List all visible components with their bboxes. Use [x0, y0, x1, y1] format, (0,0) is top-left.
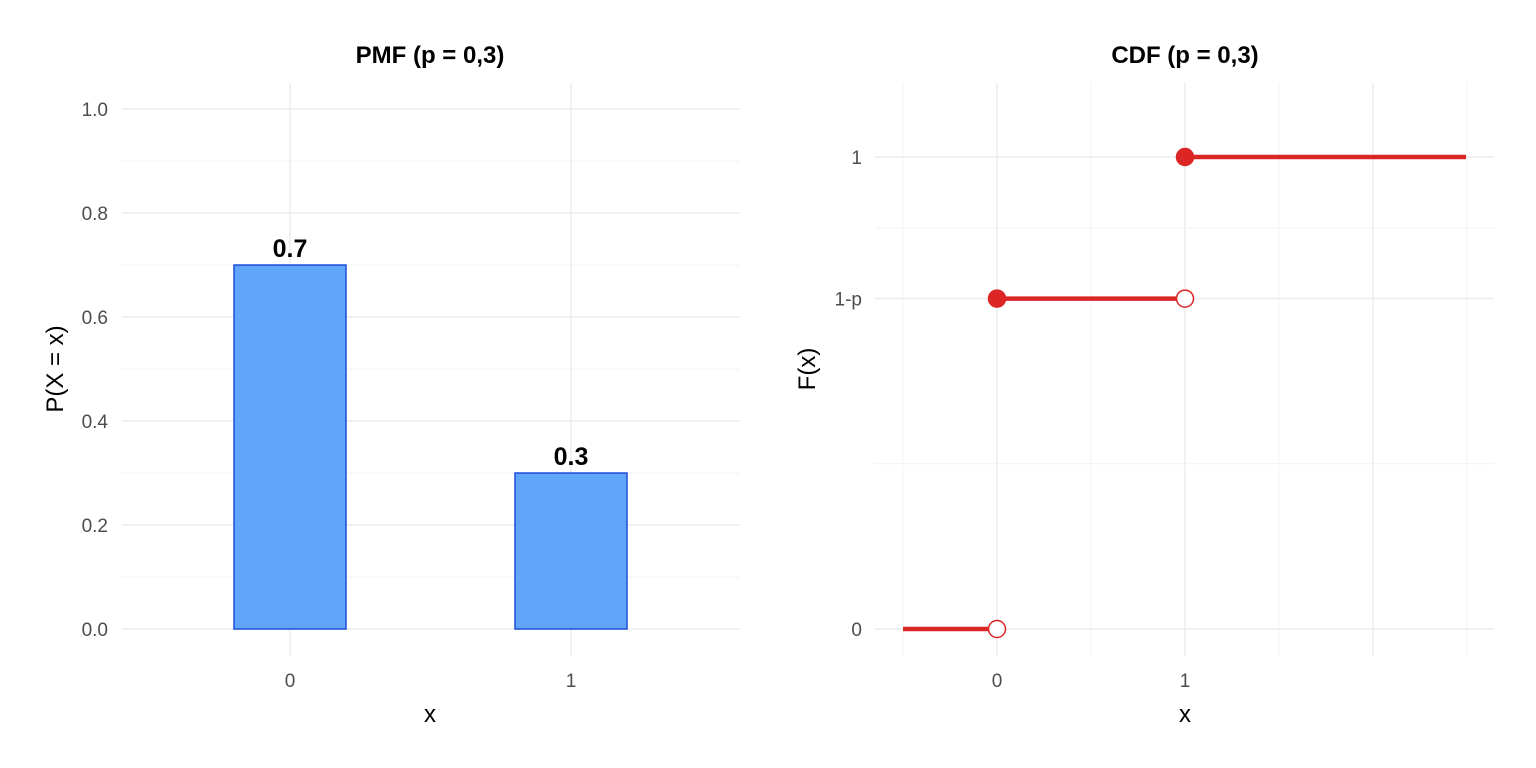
- pmf-x-tick-label: 0: [285, 671, 296, 692]
- cdf-closed-point: [1175, 147, 1195, 167]
- cdf-x-tick-label: 0: [992, 671, 1003, 692]
- pmf-y-tick-label: 0.4: [82, 412, 109, 433]
- cdf-y-tick-label: 1: [851, 148, 862, 169]
- cdf-ticks: 0 1-p 1 0 1: [835, 148, 1191, 692]
- pmf-title: PMF (p = 0,3): [356, 42, 505, 69]
- pmf-x-axis-title: x: [424, 701, 436, 728]
- pmf-ticks: 0.0 0.2 0.4 0.6 0.8 1.0 0 1: [82, 100, 577, 692]
- pmf-bar-value-label: 0.3: [554, 443, 589, 471]
- cdf-panel: 0 1-p 1 0 1 CDF (p = 0,3) x F(x): [794, 42, 1494, 728]
- pmf-y-tick-label: 0.6: [82, 308, 108, 329]
- pmf-bar: [233, 264, 347, 630]
- cdf-x-axis-title: x: [1179, 701, 1191, 728]
- pmf-grid: [122, 83, 740, 656]
- pmf-y-tick-label: 0.8: [82, 204, 108, 225]
- pmf-y-tick-label: 1.0: [82, 100, 108, 121]
- cdf-title: CDF (p = 0,3): [1111, 42, 1258, 69]
- pmf-y-axis-title: P(X = x): [42, 325, 69, 412]
- pmf-bars: 0.7 0.3: [233, 235, 628, 630]
- cdf-steps: [903, 147, 1466, 639]
- pmf-y-tick-label: 0.0: [82, 620, 108, 641]
- cdf-y-axis-title: F(x): [794, 348, 821, 391]
- pmf-panel: 0.7 0.3 0.0 0.2 0.4 0.6 0.8 1.0 0 1 PMF (p = 0,3…: [42, 42, 740, 728]
- cdf-open-point: [987, 619, 1007, 639]
- cdf-grid: [875, 83, 1494, 656]
- cdf-y-tick-label: 0: [851, 620, 862, 641]
- pmf-bar: [514, 472, 628, 630]
- cdf-open-point: [1175, 289, 1195, 308]
- cdf-y-tick-label: 1-p: [835, 290, 862, 311]
- cdf-closed-point: [987, 289, 1007, 308]
- pmf-y-tick-label: 0.2: [82, 516, 108, 537]
- pmf-bar-value-label: 0.7: [273, 235, 308, 263]
- cdf-x-tick-label: 1: [1180, 671, 1191, 692]
- pmf-x-tick-label: 1: [566, 671, 577, 692]
